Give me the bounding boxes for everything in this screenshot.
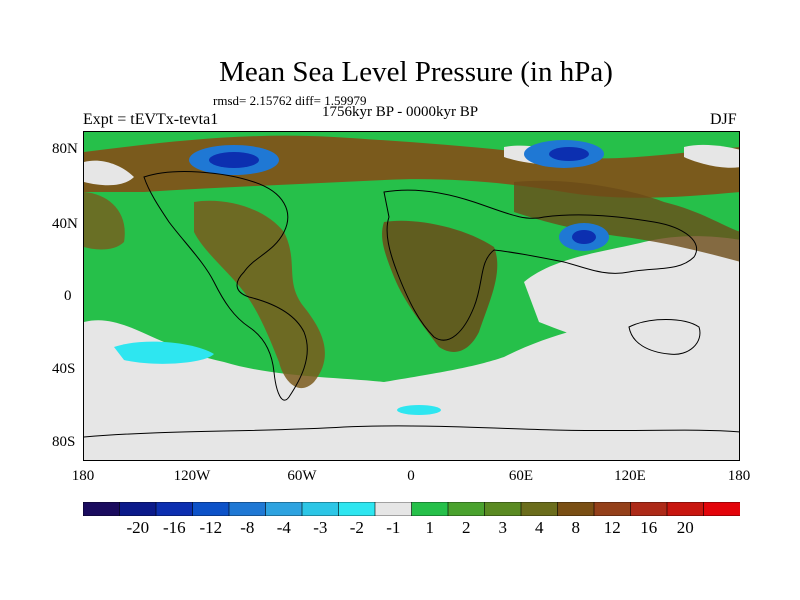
colorbar-swatch: [228, 502, 267, 516]
colorbar-swatch: [374, 502, 413, 516]
neutral-antarctic: [84, 402, 739, 460]
colorbar-swatch: [593, 502, 632, 516]
colorbar-swatch: [83, 502, 121, 516]
cyan-south-atlantic: [397, 405, 441, 415]
colorbar-label: -12: [199, 518, 223, 537]
neutral-arctic-west: [84, 160, 134, 186]
colorbar-swatch: [520, 502, 559, 516]
period-label: 1756kyr BP - 0000kyr BP: [322, 104, 479, 120]
colorbar-label: -8: [240, 518, 255, 537]
colorbar-label: 3: [498, 518, 508, 537]
antarctica-outline: [84, 425, 739, 438]
lon-label: 60E: [508, 468, 534, 484]
colorbar-label: 1: [425, 518, 435, 537]
lon-label: 0: [407, 468, 415, 484]
lon-label: 120W: [173, 468, 211, 484]
colorbar-swatch: [301, 502, 340, 516]
colorbar-label: 4: [535, 518, 544, 537]
colorbar-label: -2: [349, 518, 364, 537]
low-north-america-core: [209, 152, 259, 168]
pressure-map: [83, 131, 740, 461]
colorbar-swatch: [155, 502, 194, 516]
lat-label: 40N: [52, 216, 78, 232]
colorbar-label: 8: [571, 518, 581, 537]
australia-outline: [628, 319, 701, 355]
brown-asia: [514, 180, 739, 262]
colorbar-label: -3: [313, 518, 328, 537]
colorbar-label: -1: [386, 518, 401, 537]
low-siberia-core: [549, 147, 589, 161]
colorbar: [83, 502, 740, 516]
map-title: Mean Sea Level Pressure (in hPa): [219, 56, 613, 88]
lon-label: 180: [727, 468, 751, 484]
colorbar-swatch: [557, 502, 595, 516]
stats-label: rmsd= 2.15762 diff= 1.59979: [213, 93, 367, 108]
lon-label: 120E: [614, 468, 646, 484]
colorbar-swatch: [447, 502, 486, 516]
colorbar-swatch: [119, 502, 157, 516]
colorbar-swatch: [338, 502, 376, 516]
lat-label: 40S: [52, 361, 76, 377]
colorbar-swatch: [411, 502, 449, 516]
low-tibet-core: [572, 230, 596, 244]
colorbar-swatch: [703, 502, 740, 516]
colorbar-label: 2: [462, 518, 471, 537]
colorbar-label: 16: [640, 518, 658, 537]
lon-label: 60W: [287, 468, 317, 484]
brown-americas: [194, 200, 325, 389]
colorbar-swatch: [666, 502, 705, 516]
colorbar-label: 20: [676, 518, 694, 537]
americas-outline: [143, 171, 308, 401]
cyan-south-pacific: [114, 341, 214, 364]
lat-label: 80S: [52, 434, 76, 450]
season-label: DJF: [710, 111, 737, 128]
neutral-arctic-east: [684, 144, 739, 168]
experiment-label: Expt = tEVTx-tevta1: [83, 111, 219, 128]
colorbar-swatch: [192, 502, 230, 516]
colorbar-label: -16: [162, 518, 186, 537]
lat-label: 0: [64, 288, 72, 304]
colorbar-label: -20: [126, 518, 150, 537]
colorbar-label: -4: [276, 518, 291, 537]
brown-west-pacific: [84, 192, 125, 250]
colorbar-swatch: [484, 502, 522, 516]
colorbar-label: 12: [603, 518, 621, 537]
lat-label: 80N: [52, 141, 78, 157]
eurafrica-outline: [383, 189, 697, 341]
colorbar-swatch: [630, 502, 668, 516]
colorbar-swatch: [265, 502, 303, 516]
lon-label: 180: [71, 468, 95, 484]
